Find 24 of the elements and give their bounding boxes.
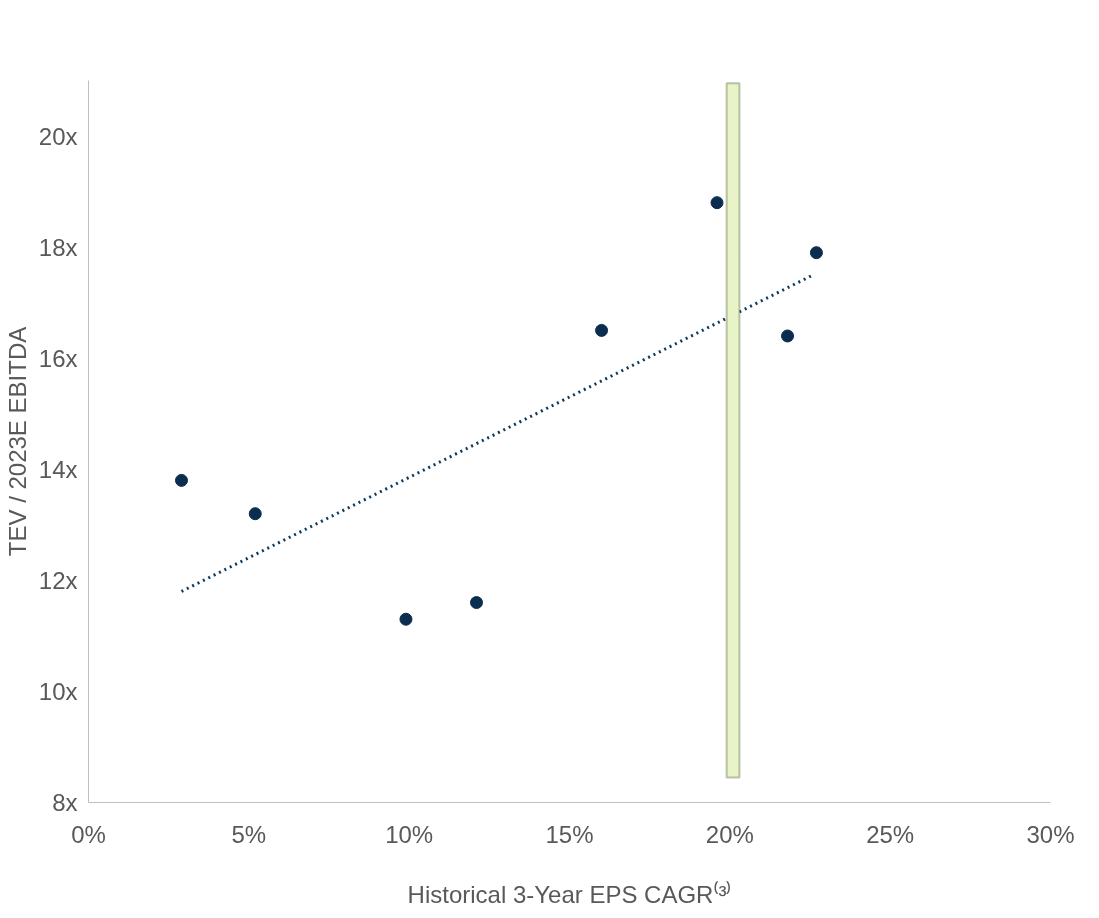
x-tick-label: 15% (545, 820, 594, 848)
y-tick-label: 12x (38, 566, 78, 594)
point (248, 507, 262, 521)
y-axis-title: TEV / 2023E EBITDA (3, 326, 31, 557)
x-tick-label: 30% (1026, 820, 1075, 848)
point (399, 612, 413, 626)
x-tick-label: 0% (71, 820, 106, 848)
x-tick-label: 25% (866, 820, 915, 848)
y-tick-label: 16x (38, 344, 78, 372)
x-tick-label: 10% (385, 820, 434, 848)
point (781, 329, 795, 343)
y-tick-label: 10x (38, 677, 78, 705)
y-tick-label: 14x (38, 455, 78, 483)
x-axis-title: Historical 3-Year EPS CAGR⁽³⁾ (407, 880, 732, 908)
point (470, 596, 484, 610)
x-tick-label: 5% (231, 820, 267, 848)
y-tick-label: 8x (52, 789, 78, 816)
point (809, 246, 823, 260)
point (710, 196, 724, 210)
y-tick-label: 20x (38, 122, 78, 150)
point (595, 323, 609, 337)
y-tick-label: 18x (38, 233, 78, 261)
x-tick-label: 20% (705, 820, 754, 848)
point (174, 473, 188, 487)
